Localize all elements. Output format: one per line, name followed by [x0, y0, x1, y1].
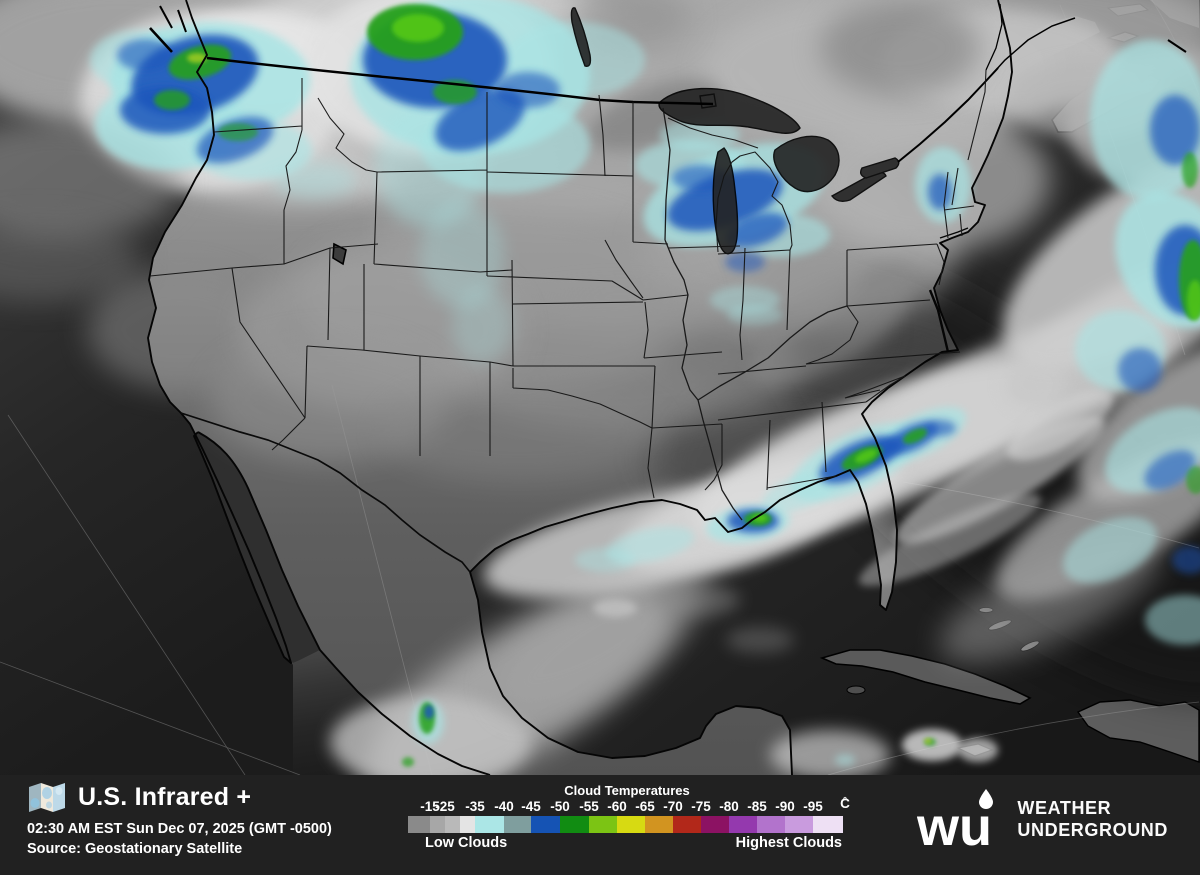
- logo-line2: UNDERGROUND: [1017, 820, 1168, 840]
- legend-swatch: [729, 816, 757, 833]
- map-timestamp: 02:30 AM EST Sun Dec 07, 2025 (GMT -0500…: [27, 821, 332, 837]
- legend-swatch: [445, 816, 460, 833]
- legend-tick-label: -40: [494, 799, 514, 814]
- legend-tick-label: -25: [435, 799, 455, 814]
- legend-title: Cloud Temperatures: [564, 783, 690, 798]
- legend-tick-label: -95: [803, 799, 823, 814]
- legend-swatch: [757, 816, 785, 833]
- legend-swatch: [560, 816, 589, 833]
- weather-underground-logo: wu WEATHER UNDERGROUND: [917, 789, 1168, 851]
- logo-line1: WEATHER: [1017, 798, 1112, 819]
- legend-tick-label: -75: [691, 799, 711, 814]
- legend-tick-label: -70: [663, 799, 683, 814]
- legend-color-scale: [408, 816, 846, 833]
- legend-swatch: [673, 816, 701, 833]
- legend-tick-label: -55: [579, 799, 599, 814]
- legend-tick-label: -15: [420, 799, 440, 814]
- folded-map-icon: [29, 783, 65, 812]
- map-source: Source: Geostationary Satellite: [27, 841, 243, 857]
- map-footer-bar: U.S. Infrared + 02:30 AM EST Sun Dec 07,…: [0, 775, 1200, 875]
- cloud-temperature-legend: Cloud Temperatures ° C -15 -25 -35 -40 -45 -50…: [408, 783, 860, 851]
- legend-tick-row: ° C -15 -25 -35 -40 -45 -50 -55 -60 -65 -70 -75 -80-…: [420, 796, 850, 814]
- legend-swatch: [813, 816, 843, 833]
- legend-tick-label: -85: [747, 799, 767, 814]
- svg-text:wu: wu: [917, 797, 992, 851]
- legend-swatch: [460, 816, 475, 833]
- map-title-block: U.S. Infrared + 02:30 AM EST Sun Dec 07,…: [27, 781, 332, 857]
- legend-low-label: Low Clouds: [425, 835, 508, 851]
- legend-tick-label: -50: [550, 799, 570, 814]
- legend-tick-label: -60: [607, 799, 627, 814]
- legend-tick-label: -90: [775, 799, 795, 814]
- legend-tick-label: -35: [465, 799, 485, 814]
- legend-swatch: [617, 816, 645, 833]
- legend-tick-label: -45: [521, 799, 541, 814]
- legend-swatch: [430, 816, 445, 833]
- satellite-map-image: [0, 0, 1200, 775]
- wu-monogram-icon: wu: [917, 789, 994, 851]
- legend-tick-label: -80: [719, 799, 739, 814]
- legend-swatch: [408, 816, 430, 833]
- legend-swatch: [785, 816, 813, 833]
- legend-high-label: Highest Clouds: [735, 835, 842, 851]
- legend-swatch: [475, 816, 504, 833]
- legend-swatch: [589, 816, 617, 833]
- legend-swatch: [504, 816, 531, 833]
- legend-tick-label: -65: [635, 799, 655, 814]
- legend-swatch: [701, 816, 729, 833]
- map-title: U.S. Infrared +: [78, 783, 252, 811]
- satellite-map: [0, 0, 1200, 775]
- legend-swatch: [531, 816, 560, 833]
- legend-swatch: [645, 816, 673, 833]
- logo-wordmark: WEATHER UNDERGROUND: [1017, 798, 1168, 841]
